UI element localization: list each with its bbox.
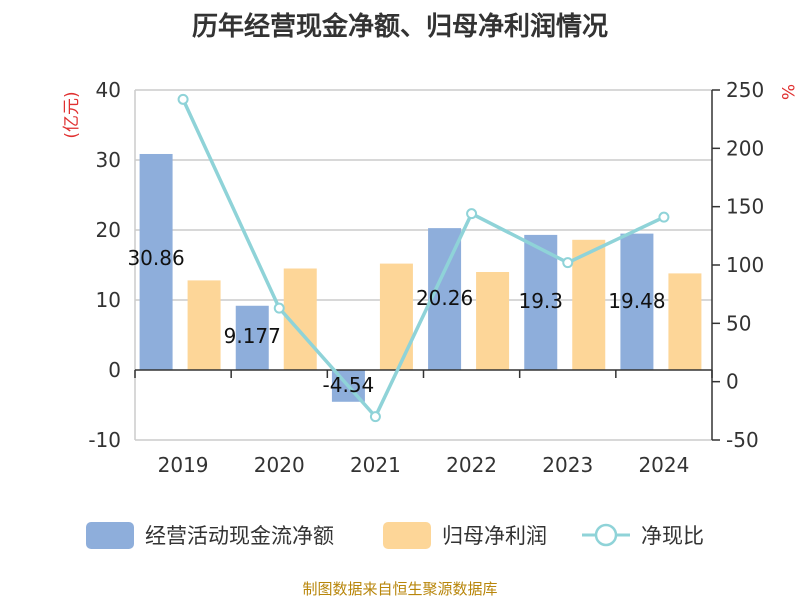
data-label: 20.26 (416, 286, 473, 310)
axes: -10 0 10 20 30 40 -50 0 50 100 150 200 250 2019 2020 20… (88, 78, 764, 477)
gridlines (135, 89, 712, 441)
left-tick-label: 40 (96, 78, 121, 102)
legend: 经营活动现金流净额 归母净利润 净现比 (86, 522, 704, 549)
left-tick-label: 10 (96, 288, 121, 312)
data-labels: 30.86 9.177 -4.54 20.26 19.3 19.48 (127, 246, 665, 397)
bar-cashflow (524, 234, 558, 370)
right-tick-label: 50 (726, 311, 751, 335)
bar-net-profit (476, 272, 510, 370)
data-label: 30.86 (127, 246, 184, 270)
right-tick-label: 150 (726, 195, 764, 219)
ratio-point (562, 257, 574, 269)
ratio-point (658, 211, 670, 223)
legend-label-cashflow: 经营活动现金流净额 (145, 524, 334, 548)
data-label: 9.177 (224, 324, 281, 348)
ratio-point (369, 411, 381, 423)
bar-cashflow (428, 228, 462, 370)
left-tick-label: 30 (96, 148, 121, 172)
bar-net-profit (187, 280, 221, 370)
source-footer: 制图数据来自恒生聚源数据库 (302, 580, 498, 598)
bar-cashflow (139, 153, 173, 370)
legend-label-ratio: 净现比 (641, 524, 704, 548)
right-tick-label: 200 (726, 136, 764, 160)
right-axis-unit: % (777, 84, 797, 100)
ratio-point (273, 302, 285, 314)
bar-cashflow (235, 305, 269, 370)
bars (139, 153, 702, 402)
bar-net-profit (668, 273, 702, 370)
legend-swatch-marker (594, 523, 618, 547)
ratio-point (466, 208, 478, 220)
x-tick-label: 2019 (158, 453, 209, 477)
x-tick-label: 2020 (254, 453, 305, 477)
left-tick-label: 0 (108, 358, 121, 382)
legend-swatch-net-profit (383, 522, 431, 549)
x-tick-label: 2024 (638, 453, 689, 477)
right-tick-label: 100 (726, 253, 764, 277)
bar-cashflow (620, 233, 654, 370)
x-tick-label: 2022 (446, 453, 497, 477)
right-tick-label: -50 (726, 428, 759, 452)
x-tick-label: 2021 (350, 453, 401, 477)
data-label: 19.48 (608, 289, 665, 313)
ratio-point (177, 93, 189, 105)
x-tick-label: 2023 (542, 453, 593, 477)
bar-net-profit (379, 263, 413, 370)
ratio-line-path (181, 98, 665, 420)
right-tick-label: 0 (726, 370, 739, 394)
legend-label-net-profit: 归母净利润 (442, 524, 547, 548)
data-label: 19.3 (518, 289, 563, 313)
data-label: -4.54 (323, 373, 375, 397)
left-tick-label: -10 (88, 428, 121, 452)
ratio-line (177, 93, 670, 423)
right-tick-label: 250 (726, 78, 764, 102)
left-axis-unit: (亿元) (62, 91, 82, 138)
bar-net-profit (572, 239, 606, 370)
chart-title: 历年经营现金净额、归母净利润情况 (191, 12, 608, 42)
left-tick-label: 20 (96, 218, 121, 242)
legend-swatch-cashflow (86, 522, 134, 549)
